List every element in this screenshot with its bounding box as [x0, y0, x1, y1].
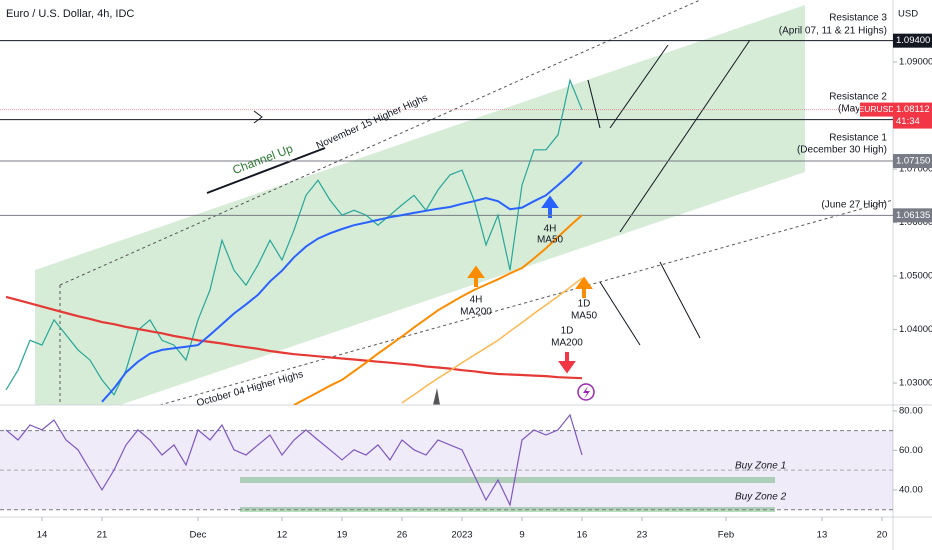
- series-line: [293, 214, 583, 405]
- arrow-4h-ma200: [467, 265, 485, 287]
- y-tick-label: 1.03000: [899, 378, 932, 389]
- series-line: [5, 413, 583, 507]
- x-tick-label: 19: [337, 530, 348, 541]
- series-line: [401, 277, 583, 404]
- annotation: Resistance 1: [829, 133, 887, 144]
- level-label: 1.09400: [896, 35, 930, 46]
- series-line: [101, 161, 583, 403]
- annotation: Buy Zone 1: [735, 461, 786, 472]
- symbol-label: EURUSD: [859, 104, 895, 114]
- alert-bolt: [583, 386, 590, 399]
- projections: [587, 39, 751, 346]
- lower-trend: [159, 199, 894, 406]
- x-tick-label: 9: [519, 530, 524, 541]
- triangle: [433, 388, 440, 405]
- price-box: [893, 102, 932, 129]
- x-tick-label: 20: [877, 530, 888, 541]
- annotation: 4H: [544, 224, 557, 235]
- series-line: [5, 78, 583, 396]
- x-tick-label: 13: [817, 530, 828, 541]
- y-tick-label: 60.00: [899, 445, 923, 456]
- annotation: 4H: [470, 295, 483, 306]
- symbol-box: [860, 102, 893, 117]
- annotation: 1D: [561, 326, 574, 337]
- y-tick-label: 1.09000: [899, 57, 932, 68]
- level-box: [893, 33, 932, 48]
- x-tick-label: 16: [577, 530, 588, 541]
- y-tick-label: 1.05000: [899, 271, 932, 282]
- x-tick-label: Dec: [190, 530, 207, 541]
- annotation: (December 30 High): [797, 145, 887, 156]
- annotation: (April 07, 11 & 21 Highs): [779, 26, 887, 37]
- y-tick-label: 80.00: [899, 405, 923, 416]
- marker: [253, 110, 263, 124]
- level-label: 1.06135: [896, 210, 930, 221]
- series-line: [5, 295, 583, 380]
- x-tick-label: 14: [37, 530, 48, 541]
- price-label: 1.08112: [896, 104, 930, 115]
- buy-zone-1: [240, 477, 775, 483]
- level-label: 1.07150: [896, 156, 930, 167]
- annotation: MA50: [571, 311, 598, 322]
- x-tick-label: 2023: [451, 530, 472, 541]
- level-box: [893, 154, 932, 169]
- annotation: MA200: [460, 307, 492, 318]
- y-tick-label: 1.04000: [899, 324, 932, 335]
- arrow-4h-ma50: [541, 195, 559, 218]
- header: Euro / U.S. Dollar, 4h, IDC: [6, 8, 134, 20]
- upper-trend: [59, 0, 701, 286]
- annotation: 1D: [578, 299, 591, 310]
- annotation: (May 3: [838, 104, 869, 115]
- channel: [35, 5, 805, 405]
- y-tick-label: 40.00: [899, 484, 923, 495]
- annotation: Resistance 2: [829, 92, 887, 103]
- annotation: (June 27 High): [821, 200, 887, 211]
- x-tick-label: 12: [277, 530, 288, 541]
- annotation: MA50: [537, 235, 564, 246]
- arrow-1d-ma50: [575, 276, 593, 298]
- level-box: [893, 208, 932, 223]
- currency: USD: [898, 9, 918, 20]
- layer: [5, 78, 583, 405]
- x-tick-label: 21: [97, 530, 108, 541]
- annotation: Buy Zone 2: [735, 492, 787, 503]
- y-tick-label: 1.07000: [899, 164, 932, 175]
- x-tick-label: Feb: [718, 530, 734, 541]
- y-tick-label: 1.06000: [899, 217, 932, 228]
- arrow-1d-ma200: [558, 352, 576, 374]
- layer: [5, 413, 583, 507]
- annotation: Resistance 3: [829, 13, 887, 24]
- annotation: MA200: [551, 338, 583, 349]
- channel-underline: [206, 147, 326, 194]
- x-tick-label: 26: [397, 530, 408, 541]
- countdown: 41:34: [896, 116, 920, 127]
- x-tick-label: 23: [637, 530, 648, 541]
